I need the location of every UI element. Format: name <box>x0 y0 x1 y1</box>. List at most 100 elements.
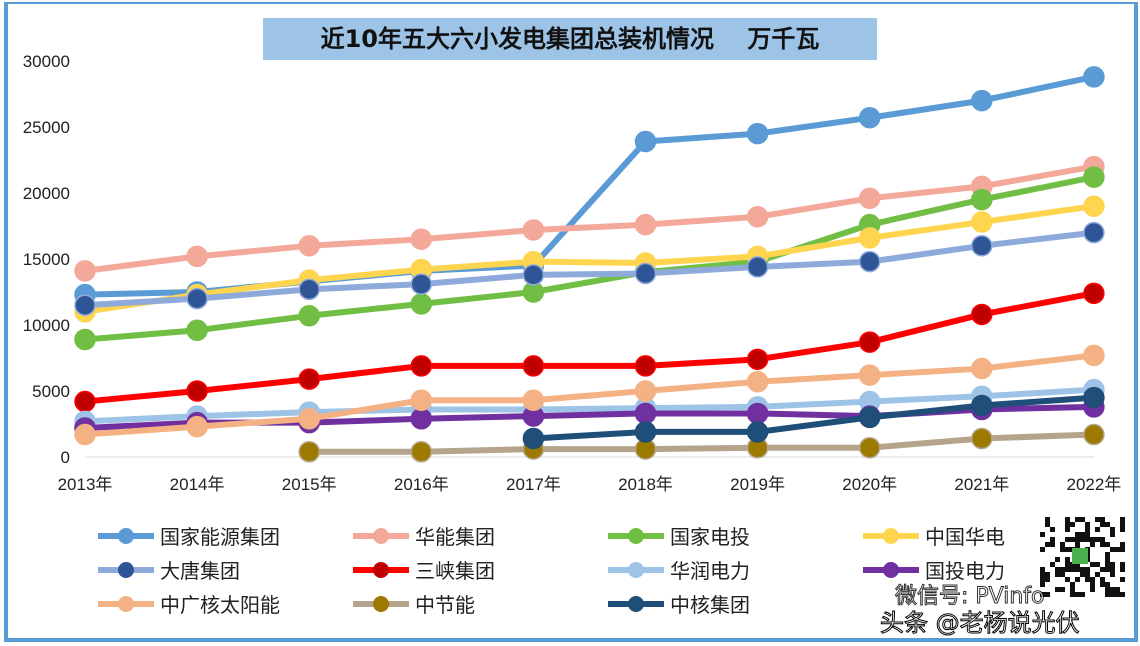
legend-marker-9 <box>373 596 389 612</box>
legend-label-3: 中国华电 <box>925 525 1005 549</box>
x-tick-label: 2014年 <box>170 475 225 494</box>
data-point <box>1083 66 1105 88</box>
qr-code-module <box>1040 532 1045 537</box>
qr-code-module <box>1060 547 1065 552</box>
data-point <box>410 407 433 430</box>
qr-code-module <box>1105 592 1110 597</box>
qr-code-module <box>1100 522 1105 527</box>
qr-code-module <box>1040 572 1045 577</box>
qr-code-module <box>1075 532 1080 537</box>
data-point <box>522 389 545 411</box>
series-line-3 <box>84 203 1095 315</box>
qr-code-module <box>1040 567 1045 572</box>
x-tick-label: 2019年 <box>730 475 785 494</box>
qr-code-module <box>1090 562 1095 567</box>
qr-code-module <box>1105 542 1110 547</box>
data-point <box>634 355 657 377</box>
data-point <box>410 440 433 463</box>
series-line-6 <box>84 386 1095 425</box>
data-point <box>858 364 881 386</box>
qr-code-module <box>1100 577 1105 582</box>
data-point <box>298 235 320 257</box>
data-point <box>1083 221 1105 244</box>
legend-marker-10 <box>628 596 644 612</box>
data-point <box>634 380 657 402</box>
qr-code-module <box>1070 592 1075 597</box>
legend-label-9: 中节能 <box>415 593 475 617</box>
data-point <box>971 394 993 417</box>
qr-code-module <box>1080 567 1085 572</box>
data-point <box>858 406 881 429</box>
legend-label-4: 大唐集团 <box>160 559 240 583</box>
qr-code-module <box>1120 522 1125 527</box>
qr-code-module <box>1105 552 1110 557</box>
x-tick-label: 2021年 <box>954 475 1009 494</box>
data-point <box>186 245 208 268</box>
qr-code-module <box>1075 537 1080 542</box>
qr-code-module <box>1110 527 1115 532</box>
qr-code-module <box>1075 577 1080 582</box>
qr-code-module <box>1070 522 1075 527</box>
data-point <box>858 227 881 249</box>
data-point <box>971 235 993 257</box>
data-point <box>74 260 96 282</box>
legend-label-10: 中核集团 <box>670 593 750 617</box>
x-tick-label: 2016年 <box>394 475 449 494</box>
qr-code-module <box>1090 577 1095 582</box>
qr-code-module <box>1095 527 1100 532</box>
data-point <box>746 122 769 145</box>
legend-label-7: 国投电力 <box>925 559 1005 583</box>
qr-code-module <box>1060 542 1065 547</box>
qr-code-logo <box>1072 548 1088 564</box>
qr-code-module <box>1070 537 1075 542</box>
legend-marker-4 <box>118 562 134 578</box>
legend-label-6: 华润电力 <box>670 559 750 583</box>
qr-code-module <box>1085 522 1090 527</box>
qr-code-module <box>1110 572 1115 577</box>
qr-code-module <box>1070 567 1075 572</box>
qr-code-module <box>1100 542 1105 547</box>
qr-code-module <box>1080 572 1085 577</box>
series-line-8 <box>84 352 1095 438</box>
data-point <box>634 213 657 236</box>
qr-code-module <box>1065 517 1070 522</box>
qr-code-module <box>1105 567 1110 572</box>
qr-code-module <box>1065 562 1070 567</box>
data-point <box>74 328 96 351</box>
qr-code-module <box>1085 532 1090 537</box>
qr-code-module <box>1090 537 1095 542</box>
qr-code-module <box>1105 562 1110 567</box>
qr-code-module <box>1115 547 1120 552</box>
data-point <box>858 437 881 459</box>
data-point <box>410 355 433 377</box>
data-point <box>410 228 433 250</box>
data-point <box>1083 344 1105 367</box>
data-point <box>746 371 769 393</box>
data-point <box>858 187 881 210</box>
data-point <box>634 130 657 153</box>
data-point <box>1083 166 1105 188</box>
series-line-2 <box>84 174 1095 343</box>
qr-code-module <box>1065 577 1070 582</box>
qr-code-module <box>1105 587 1110 592</box>
legend-marker-6 <box>628 562 644 578</box>
legend-label-1: 华能集团 <box>415 525 495 549</box>
qr-code-module <box>1065 557 1070 562</box>
qr-code-module <box>1040 577 1045 582</box>
data-point <box>746 206 769 228</box>
data-point <box>186 287 208 310</box>
qr-code-module <box>1055 572 1060 577</box>
data-point <box>746 421 769 443</box>
qr-code-module <box>1095 572 1100 577</box>
data-point <box>522 427 545 450</box>
x-tick-label: 2013年 <box>58 475 113 494</box>
data-point <box>858 250 881 273</box>
data-point <box>971 89 993 112</box>
data-point <box>634 421 657 443</box>
data-point <box>971 188 993 211</box>
data-point <box>410 273 433 295</box>
data-point <box>1083 282 1105 305</box>
qr-code-module <box>1075 567 1080 572</box>
qr-code-module <box>1045 572 1050 577</box>
qr-code-module <box>1055 587 1060 592</box>
